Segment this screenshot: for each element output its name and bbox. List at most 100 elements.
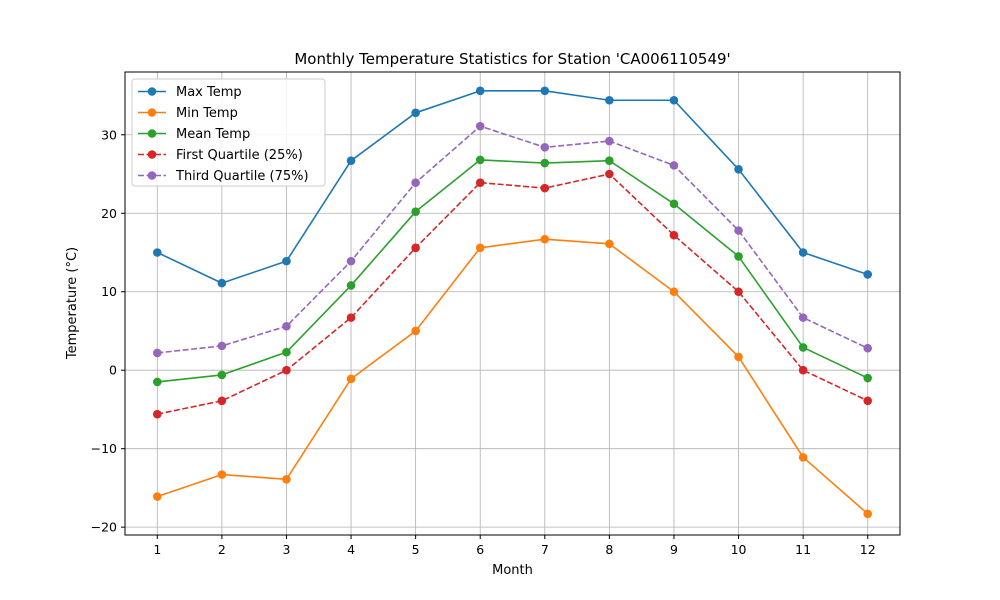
legend-item: Max Temp bbox=[138, 85, 242, 100]
series-line bbox=[156, 90, 868, 284]
y-axis: −20 −10 0 10 20 30 bbox=[91, 127, 125, 535]
data-point bbox=[540, 158, 550, 168]
data-point bbox=[411, 207, 420, 216]
x-tick-label: 11 bbox=[795, 542, 811, 557]
x-tick-label: 6 bbox=[476, 542, 484, 557]
x-tick-label: 12 bbox=[860, 542, 876, 557]
data-point bbox=[282, 365, 291, 375]
legend-box bbox=[131, 78, 326, 187]
series-layer bbox=[152, 86, 873, 519]
y-tick-label: 0 bbox=[109, 363, 117, 378]
x-tick-label: 4 bbox=[347, 542, 355, 557]
legend-item: Mean Temp bbox=[138, 127, 250, 142]
data-point bbox=[734, 165, 743, 174]
legend-label: Max Temp bbox=[176, 85, 242, 100]
data-point bbox=[734, 252, 743, 261]
data-point bbox=[152, 492, 162, 501]
data-point bbox=[798, 365, 808, 375]
data-point bbox=[217, 396, 227, 406]
x-tick-label: 10 bbox=[731, 542, 747, 557]
legend-marker bbox=[147, 171, 157, 180]
data-point bbox=[863, 396, 873, 406]
data-point bbox=[152, 409, 162, 419]
x-tick-label: 3 bbox=[282, 542, 290, 557]
data-point bbox=[475, 178, 485, 187]
series-2 bbox=[152, 234, 873, 519]
y-tick-label: −20 bbox=[91, 520, 117, 535]
data-point bbox=[605, 136, 614, 146]
data-point bbox=[152, 377, 162, 387]
data-point bbox=[669, 287, 679, 297]
data-point bbox=[217, 470, 227, 479]
data-point bbox=[605, 169, 614, 179]
data-point bbox=[669, 230, 679, 240]
data-point bbox=[540, 183, 550, 193]
data-point bbox=[346, 281, 356, 290]
data-point bbox=[863, 270, 873, 279]
series-3 bbox=[152, 155, 873, 387]
data-point bbox=[282, 321, 291, 331]
legend-item: Min Temp bbox=[138, 106, 238, 121]
data-point bbox=[411, 178, 420, 187]
legend-label: Third Quartile (75%) bbox=[175, 169, 309, 184]
data-point bbox=[282, 256, 291, 266]
y-tick-label: 20 bbox=[101, 206, 117, 221]
data-point bbox=[217, 370, 227, 380]
data-point bbox=[669, 161, 679, 170]
data-point bbox=[734, 352, 743, 362]
data-point bbox=[540, 143, 550, 152]
data-point bbox=[346, 313, 356, 322]
data-point bbox=[475, 155, 485, 165]
legend-label: Mean Temp bbox=[176, 127, 250, 142]
legend-marker bbox=[147, 108, 157, 117]
data-point bbox=[411, 326, 420, 336]
x-tick-label: 8 bbox=[605, 542, 613, 557]
x-tick-label: 7 bbox=[541, 542, 549, 557]
data-point bbox=[605, 239, 614, 249]
data-point bbox=[798, 453, 808, 462]
series-4 bbox=[152, 169, 873, 419]
plot-frame bbox=[124, 71, 901, 536]
series-line bbox=[157, 125, 869, 354]
x-tick-label: 2 bbox=[218, 542, 226, 557]
series-line bbox=[157, 238, 869, 515]
legend-label: Min Temp bbox=[176, 106, 238, 121]
data-point bbox=[734, 287, 743, 297]
data-point bbox=[475, 86, 485, 96]
x-tick-label: 5 bbox=[412, 542, 420, 557]
data-point bbox=[798, 343, 808, 352]
data-point bbox=[863, 373, 873, 383]
data-point bbox=[669, 199, 679, 209]
data-point bbox=[540, 234, 550, 244]
data-point bbox=[411, 243, 420, 253]
data-point bbox=[282, 347, 291, 357]
data-point bbox=[540, 86, 550, 96]
data-point bbox=[282, 474, 291, 484]
data-point bbox=[346, 156, 356, 165]
x-axis-title: Month bbox=[492, 563, 533, 578]
data-point bbox=[217, 278, 227, 288]
data-point bbox=[152, 248, 162, 257]
data-point bbox=[863, 509, 873, 519]
data-point bbox=[669, 95, 679, 105]
legend-item: First Quartile (25%) bbox=[138, 148, 303, 163]
data-point bbox=[475, 243, 485, 253]
data-point bbox=[605, 156, 614, 165]
legend-marker bbox=[147, 129, 157, 138]
y-tick-label: 10 bbox=[101, 284, 117, 299]
y-tick-label: 30 bbox=[101, 127, 117, 142]
data-point bbox=[734, 226, 743, 235]
legend-item: Third Quartile (75%) bbox=[138, 169, 309, 184]
data-point bbox=[863, 343, 873, 353]
data-point bbox=[798, 313, 808, 322]
legend: Max Temp Min Temp Mean Temp First Quartile … bbox=[131, 78, 326, 187]
x-tick-label: 9 bbox=[670, 542, 678, 557]
data-point bbox=[217, 341, 227, 351]
data-point bbox=[475, 121, 485, 131]
data-point bbox=[152, 348, 162, 358]
y-tick-label: −10 bbox=[91, 441, 117, 456]
data-point bbox=[346, 256, 356, 266]
x-axis: 1 2 3 4 5 6 7 8 9 10 11 12 bbox=[153, 535, 876, 557]
legend-marker bbox=[147, 87, 157, 96]
